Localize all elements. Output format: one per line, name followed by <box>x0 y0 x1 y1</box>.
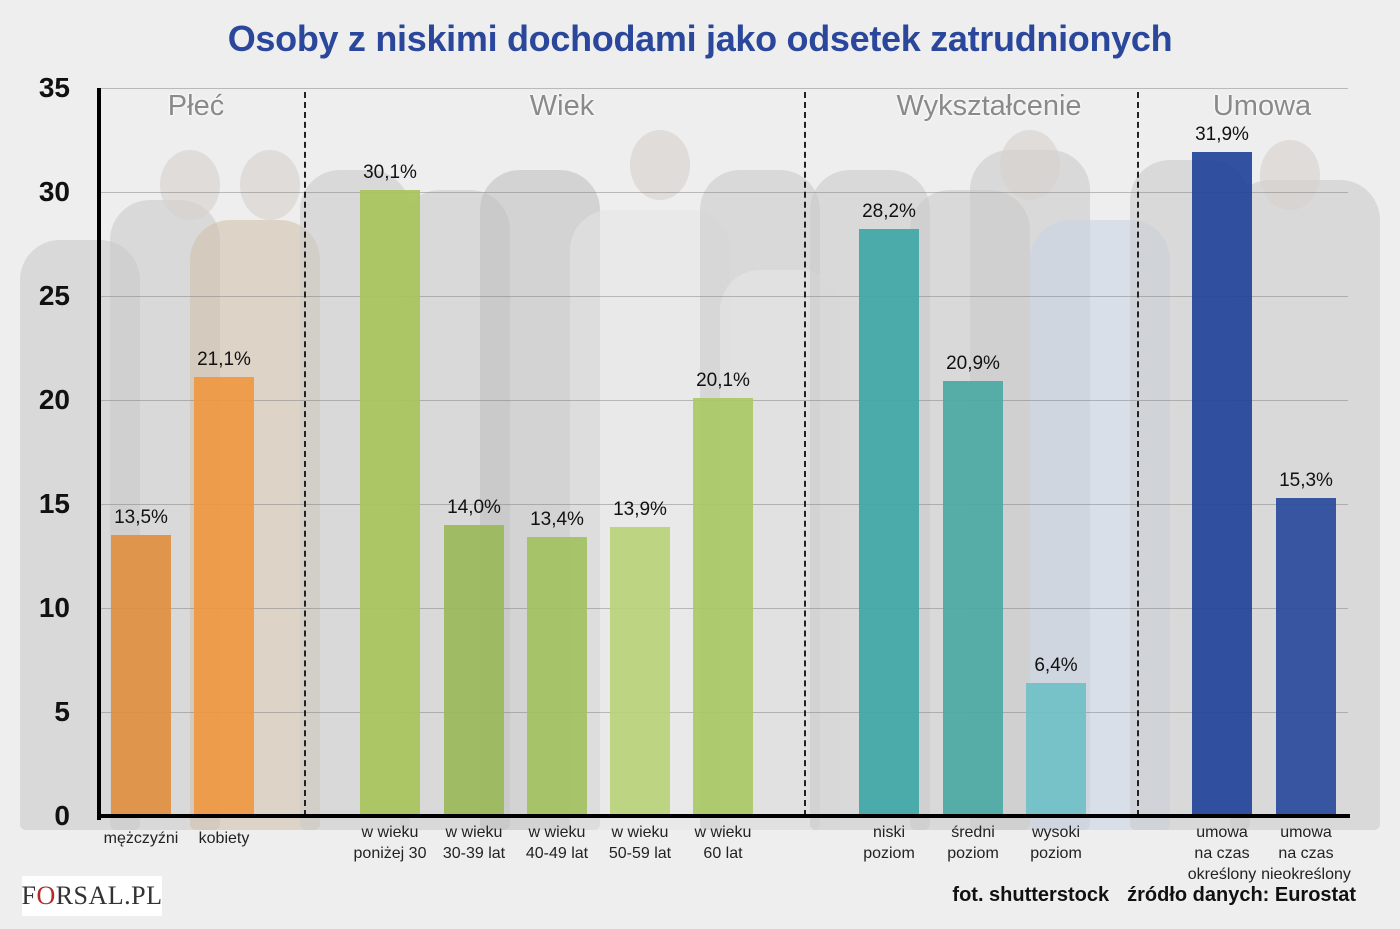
y-tick-20: 20 <box>38 384 70 415</box>
group-divider <box>804 92 806 816</box>
bar-value-label: 15,3% <box>1279 469 1333 491</box>
bar-value-label: 13,9% <box>613 498 667 520</box>
credits: fot. shutterstock źródło danych: Eurostat <box>952 884 1356 907</box>
x-axis-label: w wieku 30-39 lat <box>442 824 506 862</box>
x-axis-label: średni poziom <box>947 824 999 862</box>
bar <box>444 524 504 816</box>
x-axis-label: w wieku poniżej 30 <box>353 824 427 862</box>
gridline-25 <box>99 296 1348 297</box>
y-tick-15: 15 <box>38 488 70 519</box>
group-label-umowa: Umowa <box>1212 90 1312 122</box>
logo-chart-icon: O <box>36 881 56 910</box>
forsal-logo: F O RSAL.PL <box>21 876 163 916</box>
x-axis-label: w wieku 60 lat <box>694 824 752 862</box>
y-tick-0: 0 <box>54 800 70 831</box>
bar-value-label: 21,1% <box>197 349 251 371</box>
x-axis-label: w wieku 50-59 lat <box>608 824 672 862</box>
x-axis-label: w wieku 40-49 lat <box>525 824 589 862</box>
y-tick-10: 10 <box>38 592 70 623</box>
y-tick-5: 5 <box>54 696 70 727</box>
bar <box>859 229 919 816</box>
x-axis-label: mężczyźni <box>103 830 179 847</box>
group-label-plec: Płeć <box>167 90 225 122</box>
logo-text-post: RSAL.PL <box>55 881 163 910</box>
bar <box>1276 497 1336 816</box>
bar <box>943 381 1003 816</box>
group-divider <box>304 92 306 816</box>
bar-value-label: 14,0% <box>447 496 501 518</box>
bar-value-label: 20,1% <box>696 369 750 391</box>
bar-value-label: 6,4% <box>1034 654 1078 676</box>
gridline-30 <box>99 192 1348 193</box>
bar <box>527 537 587 816</box>
y-axis-line <box>97 88 101 820</box>
y-tick-25: 25 <box>38 280 70 311</box>
bar-value-label: 31,9% <box>1195 124 1249 146</box>
bar <box>693 397 753 816</box>
group-label-wyksztalcenie: Wykształcenie <box>896 90 1082 122</box>
x-axis-label: wysoki poziom <box>1030 824 1082 862</box>
bar-value-label: 30,1% <box>363 161 417 183</box>
logo-text-pre: F <box>21 881 37 910</box>
bar-value-label: 13,5% <box>114 507 168 529</box>
data-source: źródło danych: Eurostat <box>1127 884 1356 906</box>
bar <box>111 535 171 816</box>
bar-value-label: 28,2% <box>862 201 916 223</box>
y-tick-30: 30 <box>38 176 70 207</box>
x-axis-label: umowa na czas nieokreślony <box>1261 824 1351 883</box>
bar <box>610 526 670 816</box>
bar-value-label: 20,9% <box>946 353 1000 375</box>
group-label-wiek: Wiek <box>529 90 595 122</box>
x-axis-label: niski poziom <box>863 824 915 862</box>
bar <box>1192 152 1252 816</box>
bar <box>1026 682 1086 816</box>
x-axis-line <box>97 814 1350 818</box>
bar-value-label: 13,4% <box>530 509 584 531</box>
x-axis-label: umowa na czas określony <box>1187 824 1257 883</box>
bar <box>360 189 420 816</box>
plot-area: Płeć Wiek Wykształcenie Umowa 13,5% 21,1%… <box>99 88 1348 816</box>
y-tick-35: 35 <box>38 72 70 103</box>
photo-credit: fot. shutterstock <box>952 884 1110 906</box>
x-axis-label: kobiety <box>198 830 250 847</box>
group-divider <box>1137 92 1139 816</box>
gridline-35 <box>99 88 1348 89</box>
chart-title: Osoby z niskimi dochodami jako odsetek z… <box>227 18 1173 59</box>
bar <box>194 377 254 816</box>
